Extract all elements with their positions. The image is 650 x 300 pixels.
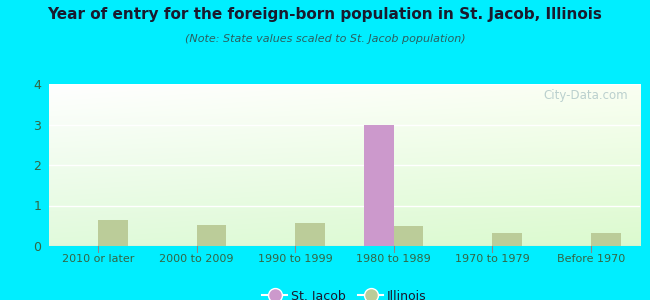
Text: City-Data.com: City-Data.com xyxy=(544,89,629,102)
Bar xyxy=(591,232,621,246)
Legend: St. Jacob, Illinois: St. Jacob, Illinois xyxy=(257,285,432,300)
Text: (Note: State values scaled to St. Jacob population): (Note: State values scaled to St. Jacob … xyxy=(185,34,465,44)
Bar xyxy=(394,226,423,246)
Text: Year of entry for the foreign-born population in St. Jacob, Illinois: Year of entry for the foreign-born popul… xyxy=(47,8,603,22)
Bar xyxy=(196,225,226,246)
Bar xyxy=(493,232,522,246)
Bar xyxy=(98,220,127,246)
Bar xyxy=(295,223,325,246)
Bar xyxy=(364,124,394,246)
